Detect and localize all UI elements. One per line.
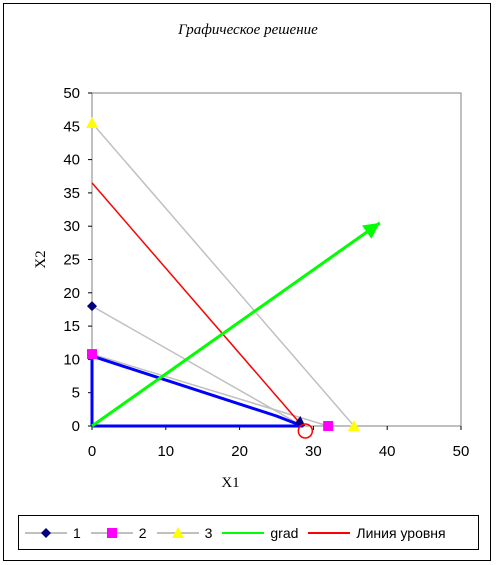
optimum-arrowhead [294, 416, 306, 426]
legend-item-2: 2 [90, 524, 147, 541]
marker-3 [86, 116, 98, 128]
feasible-region [90, 354, 304, 428]
legend-label-1: 1 [73, 524, 81, 541]
legend-label-3: 3 [204, 524, 213, 541]
legend-label-2: 2 [138, 524, 147, 541]
legend-swatch-level [308, 531, 351, 534]
y-tick-label: 45 [63, 118, 80, 135]
x-tick-label: 0 [88, 443, 96, 460]
legend: 1 2 3 grad Линия уровня [18, 515, 479, 550]
chart-title: Графическое решение [178, 22, 318, 38]
grad-arrow-line [91, 221, 381, 428]
marker-3 [347, 420, 360, 431]
series-line-2 [91, 353, 329, 427]
legend-swatch-1 [25, 527, 67, 538]
series-line-3 [91, 122, 355, 427]
legend-item-3: 3 [156, 524, 213, 541]
legend-label-level: Линия уровня [356, 524, 446, 541]
marker-1 [87, 301, 97, 312]
legend-item-level: Линия уровня [308, 524, 446, 541]
y-tick-label: 20 [63, 285, 80, 302]
optimum-circle [297, 423, 314, 439]
x-tick-label: 30 [305, 443, 322, 460]
y-tick-label: 5 [72, 385, 80, 402]
plot-area [91, 92, 462, 427]
x-tick-label: 20 [231, 443, 248, 460]
y-tick-label: 15 [63, 318, 80, 335]
y-tick-label: 40 [63, 152, 80, 169]
y-tick-label: 50 [63, 85, 80, 102]
legend-item-1: 1 [25, 525, 81, 541]
series-line-Линия уровня [91, 182, 303, 427]
x-tick-label: 50 [453, 443, 470, 460]
marker-2 [87, 349, 97, 360]
y-tick-label: 10 [63, 351, 80, 368]
y-tick-label: 25 [63, 252, 80, 269]
y-tick-label: 30 [63, 218, 80, 235]
legend-swatch-3 [156, 526, 199, 538]
y-tick-label: 35 [63, 185, 80, 202]
legend-swatch-grad [222, 531, 265, 534]
marker-2 [323, 421, 334, 431]
y-axis-label: X2 [33, 250, 49, 268]
x-tick-label: 40 [379, 443, 396, 460]
legend-item-grad: grad [222, 525, 298, 541]
x-tick-label: 10 [157, 443, 174, 460]
legend-label-grad: grad [270, 524, 299, 541]
x-axis-label: X1 [221, 475, 239, 491]
legend-swatch-2 [90, 527, 133, 538]
series-line-1 [91, 305, 303, 427]
y-tick-label: 0 [72, 418, 80, 435]
grad-arrow-head [362, 222, 380, 239]
